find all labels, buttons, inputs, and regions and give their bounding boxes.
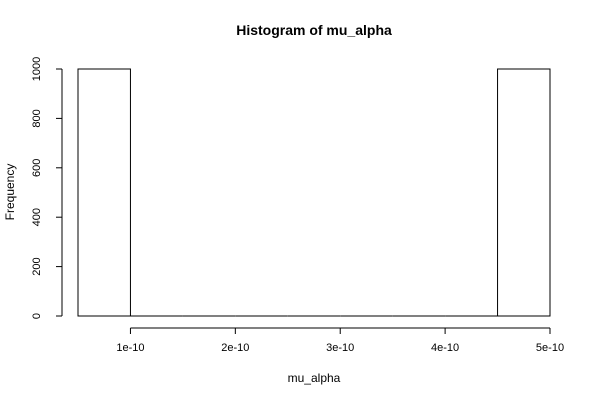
x-tick-label: 5e-10 <box>536 342 564 354</box>
y-axis: 0 200 400 600 800 1000 <box>31 57 63 319</box>
x-tick-label: 4e-10 <box>431 342 459 354</box>
y-tick-label: 800 <box>31 109 43 127</box>
histogram-bar <box>497 68 551 317</box>
x-tick-label: 2e-10 <box>221 342 249 354</box>
y-tick-label: 400 <box>31 208 43 226</box>
chart-title: Histogram of mu_alpha <box>236 22 392 38</box>
histogram-bars <box>77 68 551 317</box>
x-axis-label: mu_alpha <box>288 371 341 385</box>
y-tick-label: 0 <box>31 313 43 319</box>
y-tick-label: 200 <box>31 257 43 275</box>
y-tick-label: 600 <box>31 159 43 177</box>
x-axis: 1e-10 2e-10 3e-10 4e-10 5e-10 <box>116 327 564 354</box>
x-tick-label: 1e-10 <box>116 342 144 354</box>
y-axis-label: Frequency <box>3 164 17 221</box>
y-tick-label: 1000 <box>31 57 43 81</box>
histogram-bar <box>77 68 131 317</box>
x-tick-label: 3e-10 <box>326 342 354 354</box>
